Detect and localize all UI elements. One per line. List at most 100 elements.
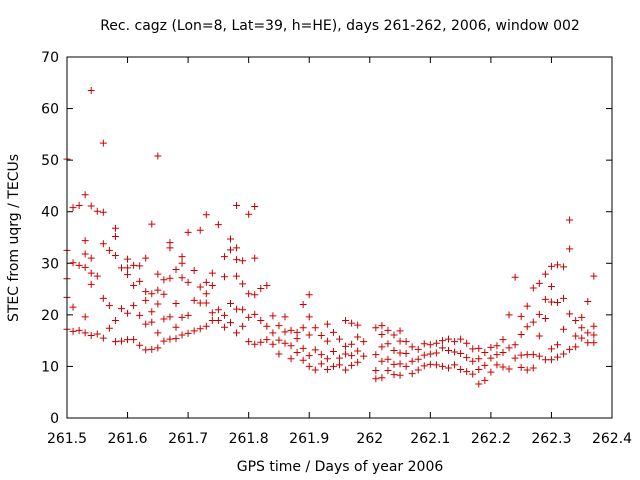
data-point [257,338,265,346]
data-point [438,337,446,345]
data-point [469,370,477,378]
data-point [523,366,531,374]
data-point [566,216,574,224]
data-point [517,330,525,338]
data-point [584,329,592,337]
data-point [166,335,174,343]
data-point [257,285,265,293]
data-point [166,244,174,252]
data-point [547,356,555,364]
data-point [172,323,180,331]
data-point [469,345,477,353]
data-point [208,269,216,277]
data-point [105,246,113,254]
x-axis-title: GPS time / Days of year 2006 [237,459,444,475]
data-point [408,343,416,351]
data-point [178,274,186,282]
data-point [348,319,356,327]
data-point [251,203,259,211]
data-point [148,318,156,326]
data-point [560,294,568,302]
y-axis-ticks: 0 10 20 30 40 50 60 70 [41,50,612,427]
data-point [445,364,452,372]
data-point [535,279,543,287]
data-point [118,305,125,313]
data-point [323,355,331,363]
data-point [124,255,132,263]
data-point [541,356,549,364]
data-point [499,363,507,371]
data-point [227,319,234,327]
data-point [105,302,113,310]
data-point [360,338,368,346]
data-point [87,202,95,210]
y-tick-label: 0 [50,411,59,427]
data-point [584,297,592,305]
data-point [445,346,452,354]
data-point [214,221,222,229]
data-point [293,335,301,343]
data-point [160,290,168,298]
data-point [408,370,416,378]
data-point [287,326,295,334]
data-point [87,254,95,262]
data-point [281,313,289,321]
data-point [457,366,465,374]
data-point [523,323,531,331]
data-point [481,349,489,357]
data-point [487,343,495,351]
data-point [208,281,216,289]
data-point [227,300,234,308]
data-point [481,376,489,384]
data-point [263,281,271,289]
data-point [523,302,531,310]
data-point [311,324,319,332]
data-point [245,313,253,321]
data-point [384,326,392,334]
data-point [554,298,561,306]
data-point [136,262,144,270]
data-point [390,360,398,368]
data-point [590,272,598,280]
data-point [342,366,350,374]
data-point [305,331,313,339]
data-point [505,365,513,373]
data-point [281,328,289,336]
y-tick-label: 50 [41,153,59,169]
data-point [402,350,410,358]
data-point [99,240,107,248]
data-point [432,361,440,369]
data-point [590,339,598,347]
data-point [263,322,271,330]
data-point [505,311,513,319]
data-point [535,332,543,340]
y-axis-title: STEC from uqrg / TECUs [6,154,22,322]
data-point [420,351,428,359]
data-points [63,87,598,388]
data-point [457,335,465,343]
data-point [463,354,471,362]
data-point [451,348,459,356]
data-point [511,354,519,362]
data-point [208,317,216,325]
data-point [148,290,156,298]
data-point [384,340,392,348]
data-point [354,358,362,366]
data-point [348,340,356,348]
data-point [402,338,410,346]
data-point [154,300,162,308]
data-point [426,350,434,358]
data-point [190,327,198,335]
data-point [130,261,138,269]
data-point [202,290,210,298]
data-point [233,202,241,210]
data-point [372,324,380,332]
data-point [402,362,410,370]
y-tick-label: 70 [41,50,59,66]
data-point [111,338,119,346]
data-point [99,294,107,302]
data-point [529,318,537,326]
data-point [196,325,204,333]
data-point [396,371,404,379]
